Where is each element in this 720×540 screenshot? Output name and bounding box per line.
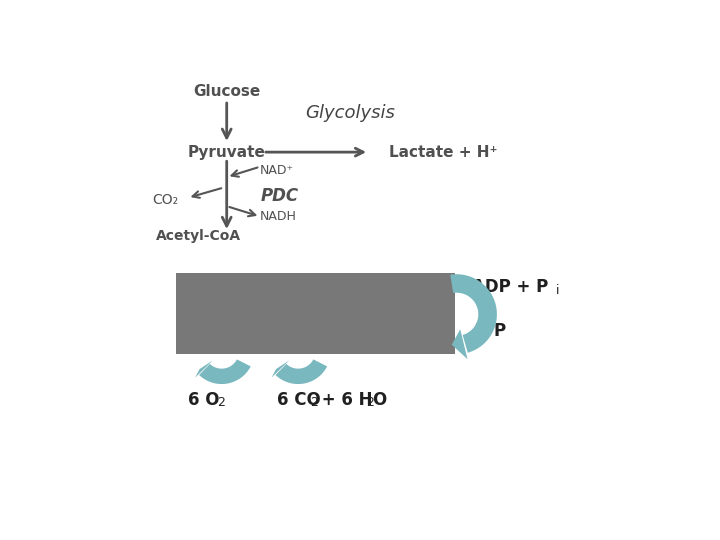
Bar — [176, 273, 456, 354]
Text: 6 O: 6 O — [188, 390, 219, 409]
Text: O: O — [372, 390, 386, 409]
Text: i: i — [556, 285, 559, 298]
Text: PDC: PDC — [260, 187, 298, 205]
Text: 2: 2 — [310, 396, 318, 409]
Text: Pyruvate: Pyruvate — [188, 145, 266, 160]
Text: 2: 2 — [217, 396, 225, 409]
Text: ADP + P: ADP + P — [472, 278, 549, 296]
Polygon shape — [451, 329, 467, 359]
Text: + 6 H: + 6 H — [316, 390, 372, 409]
Polygon shape — [199, 360, 251, 384]
Polygon shape — [271, 360, 289, 377]
Polygon shape — [195, 360, 213, 377]
Polygon shape — [276, 360, 327, 384]
Text: 6 CO: 6 CO — [277, 390, 320, 409]
Text: Acetyl-CoA: Acetyl-CoA — [156, 229, 241, 243]
Polygon shape — [450, 274, 497, 353]
Text: 2: 2 — [366, 396, 374, 409]
Text: Glucose: Glucose — [193, 84, 261, 99]
Text: ATP: ATP — [472, 322, 508, 340]
Text: NADH: NADH — [260, 210, 297, 223]
Text: Glycolysis: Glycolysis — [305, 104, 395, 122]
Text: NAD⁺: NAD⁺ — [260, 164, 294, 177]
Text: CO₂: CO₂ — [152, 193, 179, 207]
Text: Lactate + H⁺: Lactate + H⁺ — [389, 145, 497, 160]
